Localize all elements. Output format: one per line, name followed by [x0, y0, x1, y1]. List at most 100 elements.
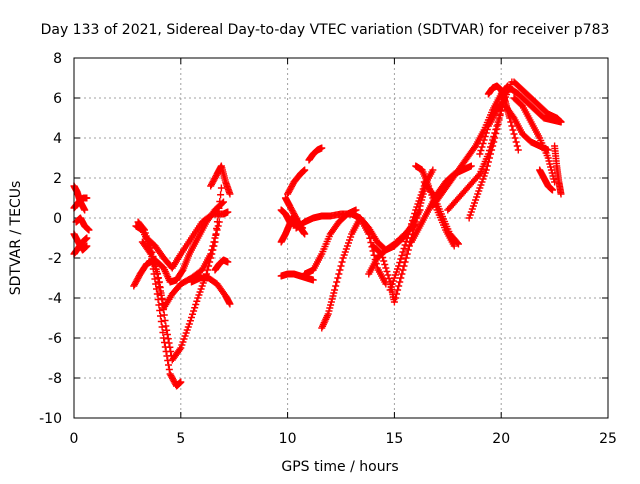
y-axis-label: SDTVAR / TECUs [8, 181, 24, 296]
data-series [70, 230, 91, 254]
data-point-marker [178, 267, 186, 275]
data-point-marker [488, 146, 496, 154]
y-tick-label: -8 [48, 371, 62, 387]
data-point-marker [413, 214, 421, 222]
y-tick-label: -10 [39, 411, 62, 427]
y-tick-label: 2 [53, 171, 62, 187]
data-point-marker [193, 297, 201, 305]
data-point-marker [152, 280, 160, 288]
data-point-marker [140, 225, 148, 233]
data-point-marker [157, 318, 165, 325]
data-point-marker [379, 254, 387, 261]
data-point-marker [365, 230, 373, 238]
data-point-marker [309, 276, 317, 284]
x-tick-label: 25 [599, 431, 617, 447]
data-point-marker [217, 184, 225, 192]
data-point-marker [484, 158, 492, 166]
data-point-marker [482, 129, 490, 137]
x-tick-label: 0 [70, 431, 79, 447]
data-point-marker [381, 261, 389, 268]
data-point-marker [155, 279, 163, 286]
data-point-marker [509, 126, 517, 134]
data-point-marker [395, 282, 403, 290]
data-point-marker [210, 238, 218, 246]
data-point-marker [513, 142, 521, 150]
data-point-marker [450, 242, 458, 250]
data-point-marker [332, 282, 340, 290]
data-point-marker [155, 301, 163, 309]
data-point-marker [403, 250, 411, 258]
data-point-marker [483, 162, 491, 170]
data-point-marker [514, 146, 522, 154]
plot-frame [73, 57, 609, 419]
data-series [207, 162, 234, 198]
data-point-marker [493, 125, 501, 133]
data-point-marker [83, 194, 91, 202]
data-point-marker [163, 326, 171, 334]
y-tick-label: -4 [48, 291, 62, 307]
data-points [70, 78, 565, 390]
y-tick-label: 6 [53, 91, 62, 107]
data-point-marker [226, 300, 234, 308]
data-point-marker [185, 320, 193, 328]
data-point-marker [391, 294, 399, 302]
data-point-marker [412, 218, 420, 226]
data-point-marker [337, 262, 345, 270]
data-point-marker [492, 130, 500, 137]
data-point-marker [157, 312, 165, 320]
data-point-marker [405, 227, 413, 235]
data-point-marker [159, 329, 167, 336]
data-point-marker [160, 311, 168, 319]
data-point-marker [212, 230, 220, 238]
data-point-marker [395, 262, 403, 270]
data-point-marker [224, 258, 232, 266]
data-point-marker [162, 348, 170, 355]
data-point-marker [366, 234, 374, 242]
x-tick-label: 20 [492, 431, 510, 447]
data-point-marker [156, 283, 164, 291]
data-point-marker [382, 264, 390, 272]
data-point-marker [378, 250, 386, 258]
data-point-marker [480, 136, 488, 144]
data-point-marker [208, 246, 216, 254]
data-point-marker [352, 206, 360, 214]
data-series [386, 166, 437, 294]
data-point-marker [146, 249, 154, 256]
data-series [187, 274, 234, 308]
data-point-marker [163, 352, 171, 360]
data-point-marker [404, 246, 412, 254]
data-point-marker [384, 271, 392, 279]
data-point-marker [490, 138, 498, 146]
data-point-marker [211, 234, 219, 242]
data-point-marker [216, 198, 224, 205]
data-point-marker [429, 166, 437, 174]
data-point-marker [476, 150, 484, 158]
data-point-marker [394, 286, 402, 294]
data-series [143, 208, 232, 272]
data-point-marker [153, 270, 161, 278]
data-series [318, 214, 390, 332]
data-point-marker [158, 296, 166, 303]
data-point-marker [393, 290, 401, 298]
data-point-marker [510, 130, 518, 138]
data-point-marker [390, 298, 398, 306]
data-point-marker [467, 162, 475, 170]
data-point-marker [215, 218, 223, 226]
data-point-marker [151, 275, 159, 283]
data-point-marker [154, 274, 162, 282]
data-point-marker [213, 226, 221, 234]
y-tick-label: 0 [53, 211, 62, 227]
data-point-marker [481, 133, 489, 140]
data-series [501, 102, 552, 154]
data-point-marker [398, 252, 406, 259]
data-series [429, 82, 512, 210]
data-series [138, 218, 223, 312]
data-point-marker [397, 255, 405, 263]
data-point-marker [400, 245, 408, 252]
x-tick-label: 5 [176, 431, 185, 447]
data-point-marker [380, 257, 388, 265]
data-point-marker [191, 304, 199, 312]
data-point-marker [335, 270, 343, 278]
data-point-marker [214, 222, 222, 230]
data-point-marker [557, 118, 565, 126]
